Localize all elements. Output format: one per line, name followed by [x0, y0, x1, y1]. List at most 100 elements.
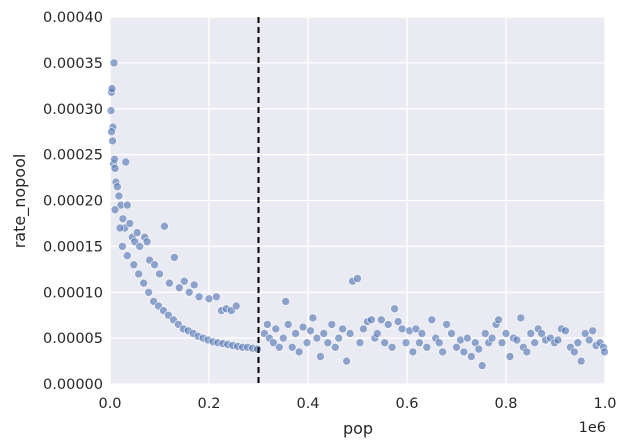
x-tick-label: 1.0 — [593, 396, 616, 412]
data-point — [155, 269, 164, 279]
data-point — [390, 304, 399, 314]
data-point — [110, 154, 119, 164]
data-point — [494, 315, 503, 325]
data-point — [372, 329, 382, 338]
data-point — [165, 278, 174, 288]
y-tick-label: 0.00015 — [43, 239, 103, 255]
data-point — [383, 320, 393, 329]
data-point — [121, 157, 131, 167]
data-point — [588, 326, 597, 336]
data-point — [114, 191, 124, 201]
x-tick-label: 0.0 — [98, 396, 121, 412]
y-tick-label: 0.00010 — [43, 285, 103, 301]
data-point — [387, 342, 397, 352]
data-point — [212, 292, 221, 302]
data-point — [287, 342, 297, 352]
data-point — [487, 333, 497, 343]
data-point — [274, 342, 284, 352]
data-point — [447, 329, 456, 338]
data-point — [160, 221, 169, 231]
data-point — [144, 287, 153, 297]
data-point — [123, 251, 132, 260]
data-point — [480, 329, 490, 338]
data-point — [380, 338, 390, 348]
data-point — [291, 329, 300, 338]
data-point — [283, 320, 293, 329]
data-point — [401, 338, 411, 348]
data-point — [125, 219, 135, 228]
data-point — [522, 347, 532, 357]
data-point — [129, 260, 139, 270]
data-point — [505, 352, 515, 361]
data-point — [113, 182, 122, 191]
y-tick-labels: 0.00000 0.00005 0.00010 0.00015 0.00020 0.000… — [43, 10, 103, 393]
data-point — [204, 294, 214, 304]
data-point — [553, 335, 563, 345]
data-point — [355, 338, 365, 348]
data-point — [580, 329, 590, 338]
data-point — [184, 287, 194, 297]
data-point — [438, 347, 447, 357]
x-tick-label: 0.6 — [395, 396, 418, 412]
data-point — [278, 333, 288, 343]
data-point — [327, 320, 337, 329]
data-point — [294, 347, 304, 357]
y-tick-label: 0.00005 — [43, 331, 103, 347]
data-point — [170, 253, 179, 262]
data-point — [308, 313, 318, 323]
data-point — [359, 324, 368, 334]
data-point — [132, 228, 142, 237]
data-point — [134, 269, 143, 279]
data-point — [110, 205, 120, 214]
data-point — [367, 315, 376, 325]
data-point — [107, 84, 117, 93]
data-point — [312, 333, 322, 343]
data-point — [516, 313, 526, 323]
data-point — [411, 324, 421, 334]
data-point — [376, 315, 386, 325]
data-point — [338, 324, 347, 334]
y-tick-label: 0.00030 — [43, 102, 103, 118]
data-point — [526, 329, 536, 338]
y-tick-label: 0.00000 — [43, 377, 103, 393]
x-offset-text: 1e6 — [579, 420, 606, 436]
data-point — [323, 338, 333, 348]
data-point — [271, 324, 281, 334]
data-point — [397, 324, 407, 334]
data-point — [408, 347, 418, 357]
data-point — [110, 164, 120, 173]
y-tick-label: 0.00040 — [43, 10, 103, 26]
x-tick-labels: 0.0 0.2 0.4 0.6 0.8 1.0 — [98, 396, 616, 412]
data-point — [106, 106, 116, 115]
data-point — [573, 338, 583, 348]
data-point — [353, 274, 362, 283]
data-point — [306, 326, 315, 336]
data-point — [459, 347, 469, 357]
y-tick-label: 0.00020 — [43, 194, 103, 210]
x-tick-label: 0.4 — [296, 396, 319, 412]
x-tick-label: 0.8 — [494, 396, 517, 412]
data-point — [298, 322, 308, 332]
data-point — [537, 329, 546, 338]
data-point — [530, 338, 540, 348]
data-point — [330, 342, 340, 352]
data-point — [600, 347, 609, 357]
data-point — [422, 342, 432, 352]
data-point — [316, 352, 325, 361]
data-point — [576, 356, 586, 366]
data-point — [497, 338, 507, 348]
data-point — [142, 237, 152, 247]
x-tick-label: 0.2 — [197, 396, 220, 412]
y-tick-label: 0.00025 — [43, 148, 103, 164]
data-point — [427, 315, 437, 325]
data-point — [123, 200, 132, 210]
data-point — [477, 361, 487, 370]
data-point — [109, 58, 119, 68]
data-point — [108, 136, 117, 146]
data-point — [569, 347, 579, 357]
data-point — [139, 278, 148, 288]
data-point — [393, 317, 403, 326]
data-point — [442, 320, 451, 329]
data-point — [302, 338, 312, 348]
data-point — [107, 127, 116, 136]
